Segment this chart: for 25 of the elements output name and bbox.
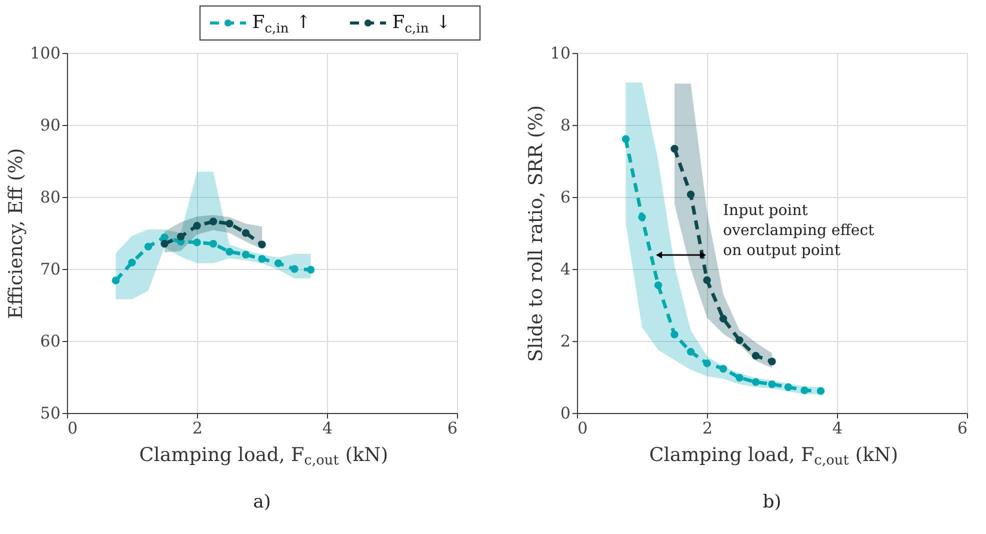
y-axis-title: Efficiency, Eff (%)	[4, 148, 27, 319]
text: a)	[253, 491, 271, 512]
x-tick-label: 4	[322, 418, 333, 438]
y-tick-label: 8	[560, 116, 570, 134]
y-axis-title: Slide to roll ratio, SRR (%)	[525, 105, 548, 362]
y-tick-label: 6	[560, 188, 570, 206]
y-tick-label: 4	[560, 260, 570, 278]
x-tick-label: 2	[702, 418, 713, 438]
x-tick-label: 2	[192, 418, 203, 438]
y-tick-label: 100	[30, 44, 60, 62]
y-tick-label: 60	[40, 332, 60, 350]
x-tick-label: 6	[957, 418, 968, 438]
x-tick-label: 0	[68, 418, 78, 438]
x-tick-label: 4	[832, 418, 843, 438]
x-tick-label: 0	[578, 418, 588, 438]
y-tick-label: 50	[40, 404, 60, 422]
y-tick-label: 70	[40, 260, 60, 278]
text: b)	[762, 491, 782, 512]
y-tick-label: 90	[40, 116, 60, 134]
annotation: Input point overclamping effect on output point	[723, 201, 874, 259]
y-tick-label: 0	[560, 404, 570, 422]
y-tick-label: 2	[560, 332, 570, 350]
x-tick-label: 6	[447, 418, 458, 438]
y-tick-label: 10	[550, 44, 570, 62]
y-tick-label: 80	[40, 188, 60, 206]
